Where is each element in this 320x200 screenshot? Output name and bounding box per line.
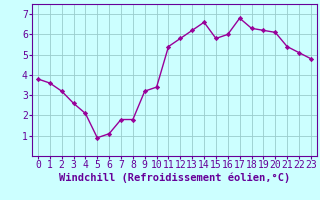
X-axis label: Windchill (Refroidissement éolien,°C): Windchill (Refroidissement éolien,°C) — [59, 173, 290, 183]
